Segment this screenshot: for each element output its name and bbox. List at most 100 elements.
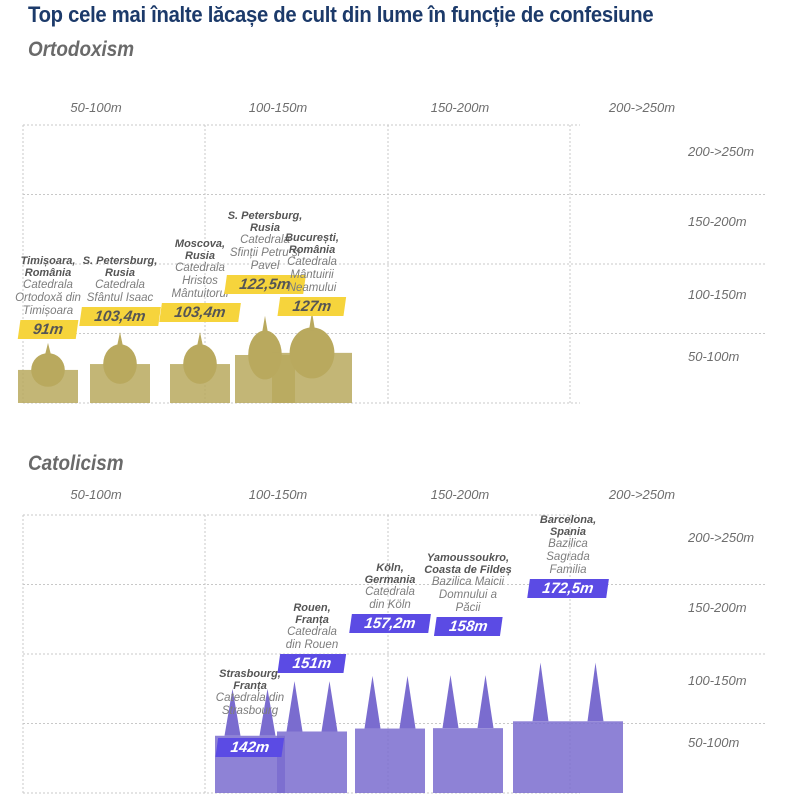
city-name: Spania bbox=[549, 526, 587, 538]
building-name: Catedrala bbox=[365, 586, 415, 598]
row-label: 50-100m bbox=[688, 735, 740, 750]
building-spire bbox=[321, 681, 338, 732]
height-badge: 103,4m bbox=[79, 307, 161, 326]
city-name: S. Petersburg, bbox=[82, 255, 158, 267]
building-spire bbox=[197, 332, 203, 347]
building-spire bbox=[286, 681, 303, 732]
section-title-catholic: Catolicism bbox=[28, 452, 124, 475]
building-silhouette bbox=[170, 332, 230, 403]
building-name: Catedrala bbox=[287, 256, 337, 268]
building-label: S. Petersburg, Rusia Catedrala Sfinții Petr… bbox=[224, 210, 306, 294]
city-name: Franța bbox=[295, 614, 329, 626]
building-name: Ortodoxă din bbox=[15, 292, 81, 304]
row-label: 200->250m bbox=[688, 144, 755, 159]
city-name: S. Petersburg, bbox=[227, 210, 303, 222]
height-badge: 103,4m bbox=[159, 303, 241, 322]
city-name: Köln, bbox=[376, 562, 404, 574]
column-label: 100-150m bbox=[248, 100, 308, 115]
building-spire bbox=[477, 675, 494, 729]
city-name: Timișoara, bbox=[20, 255, 76, 267]
building-name: Domnului a bbox=[438, 589, 498, 601]
building-name: Catedrala din bbox=[215, 692, 285, 704]
building-silhouette bbox=[433, 675, 503, 793]
row-label: 50-100m bbox=[688, 349, 740, 364]
building-name: Catedrala bbox=[175, 262, 225, 274]
building-spire bbox=[587, 662, 604, 722]
building-silhouette bbox=[272, 311, 352, 403]
height-badge: 142m bbox=[215, 738, 285, 757]
height-badge: 127m bbox=[277, 297, 347, 316]
building-name: din Köln bbox=[369, 599, 411, 611]
column-label: 50-100m bbox=[70, 100, 122, 115]
building-name: Sagrada bbox=[546, 551, 590, 563]
building-silhouette bbox=[277, 681, 347, 793]
building-dome bbox=[31, 353, 65, 387]
building-name: Strasbourg bbox=[221, 705, 279, 717]
city-name: România bbox=[24, 267, 72, 279]
building-label: București, România Catedrala Mântuirii Neamu… bbox=[277, 232, 347, 316]
building-name: Catedrala bbox=[240, 234, 290, 246]
building-silhouette bbox=[513, 662, 623, 793]
building-dome bbox=[183, 344, 217, 384]
building-label: Moscova, Rusia Catedrala Hristos Mântuitorul… bbox=[159, 238, 241, 322]
height-badge: 91m bbox=[17, 320, 79, 339]
building-label: Rouen, Franța Catedrala din Rouen 151m bbox=[277, 602, 347, 673]
building-dome bbox=[103, 344, 137, 384]
building-spire bbox=[364, 675, 381, 729]
building-name: Familia bbox=[549, 564, 587, 576]
column-label: 150-200m bbox=[430, 487, 490, 502]
height-badge: 158m bbox=[433, 617, 503, 636]
height-badge: 151m bbox=[277, 654, 347, 673]
row-label: 200->250m bbox=[688, 530, 755, 545]
building-label: Strasbourg, Franța Catedrala din Strasbourg… bbox=[215, 668, 285, 757]
section-title-orthodox: Ortodoxism bbox=[28, 38, 135, 61]
building-name: din Rouen bbox=[285, 639, 339, 651]
city-name: Strasbourg, bbox=[219, 668, 281, 680]
building-spire bbox=[45, 342, 51, 355]
building-silhouette bbox=[18, 342, 78, 403]
row-label: 150-200m bbox=[688, 600, 747, 615]
row-label: 100-150m bbox=[688, 673, 747, 688]
city-name: Yamoussoukro, bbox=[426, 552, 510, 564]
building-body bbox=[277, 731, 347, 793]
building-body bbox=[433, 728, 503, 793]
building-spire bbox=[117, 332, 123, 347]
city-name: Franța bbox=[233, 680, 267, 692]
building-label: Timișoara, România Catedrala Ortodoxă din Ti… bbox=[15, 255, 81, 339]
building-body bbox=[355, 728, 425, 793]
column-label: 50-100m bbox=[70, 487, 122, 502]
building-name: Catedrala bbox=[23, 279, 73, 291]
building-label: Yamoussoukro, Coasta de Fildeș Bazilica Ma… bbox=[424, 552, 512, 636]
city-name: Rouen, bbox=[293, 602, 331, 614]
column-label: 200->250m bbox=[608, 487, 676, 502]
building-name: Mântuirii bbox=[290, 269, 334, 281]
building-dome bbox=[289, 327, 335, 379]
height-badge: 157,2m bbox=[349, 614, 431, 633]
city-name: Rusia bbox=[105, 267, 135, 279]
column-label: 100-150m bbox=[248, 487, 308, 502]
city-name: Barcelona, bbox=[539, 514, 597, 526]
row-label: 100-150m bbox=[688, 287, 747, 302]
city-name: Rusia bbox=[185, 250, 215, 262]
building-name: Bazilica Maicii bbox=[431, 576, 505, 588]
building-name: Timișoara bbox=[22, 305, 74, 317]
building-spire bbox=[532, 662, 549, 722]
building-name: Sfinții Petru și bbox=[229, 247, 301, 259]
height-badge: 172,5m bbox=[527, 579, 609, 598]
building-spire bbox=[442, 675, 459, 729]
page-title: Top cele mai înalte lăcașe de cult din l… bbox=[28, 2, 654, 27]
building-name: Sfântul Isaac bbox=[86, 292, 154, 304]
building-spire bbox=[224, 688, 241, 736]
building-name: Bazilica bbox=[548, 538, 588, 550]
building-silhouette bbox=[90, 332, 150, 403]
city-name: Coasta de Fildeș bbox=[424, 564, 512, 576]
building-spire bbox=[262, 315, 268, 334]
city-name: Rusia bbox=[250, 222, 280, 234]
building-name: Mântuitorul bbox=[171, 288, 229, 300]
city-name: Germania bbox=[364, 574, 416, 586]
building-name: Hristos bbox=[182, 275, 218, 287]
building-name: Pavel bbox=[250, 260, 280, 272]
city-name: Moscova, bbox=[174, 238, 226, 250]
building-label: Barcelona, Spania Bazilica Sagrada Familia 17… bbox=[527, 514, 609, 598]
